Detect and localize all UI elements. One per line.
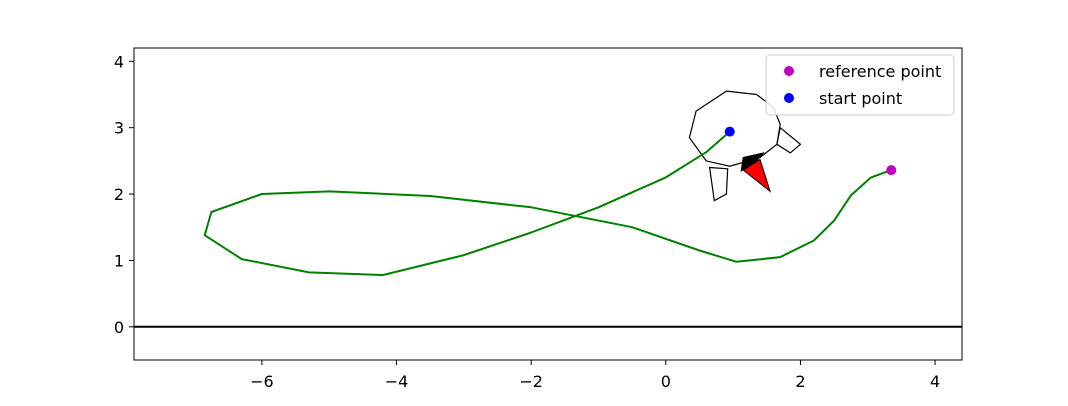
x-tick-label: −4 xyxy=(385,372,409,391)
x-tick-label: 0 xyxy=(661,372,671,391)
robot-arm-right xyxy=(776,126,802,154)
legend-marker-reference-point xyxy=(784,66,794,76)
x-tick-label: −6 xyxy=(250,372,274,391)
x-tick-label: −2 xyxy=(519,372,543,391)
axes-frame xyxy=(133,47,963,361)
robot-arm-left xyxy=(708,166,729,202)
legend-label-start-point: start point xyxy=(819,89,902,108)
y-tick-label: 1 xyxy=(114,251,124,270)
y-tick-label: 3 xyxy=(114,119,124,138)
x-tick-label: 2 xyxy=(795,372,805,391)
plot-data-layer xyxy=(134,90,962,328)
legend: reference point start point xyxy=(765,54,955,116)
y-tick-label: 4 xyxy=(114,52,124,71)
legend-marker-start-point xyxy=(784,93,794,103)
x-tick-label: 4 xyxy=(930,372,940,391)
legend-box xyxy=(765,54,955,116)
axis-ticks: −6 −4 −2 0 2 4 0 1 2 3 4 xyxy=(114,52,940,391)
y-tick-label: 2 xyxy=(114,185,124,204)
trajectory-line xyxy=(203,130,891,276)
start-point-marker xyxy=(724,126,735,137)
legend-label-reference-point: reference point xyxy=(819,62,941,81)
y-tick-label: 0 xyxy=(114,318,124,337)
reference-point-marker xyxy=(886,165,897,176)
robot-tool-dark xyxy=(740,152,765,172)
robot-tool-red xyxy=(742,158,772,193)
